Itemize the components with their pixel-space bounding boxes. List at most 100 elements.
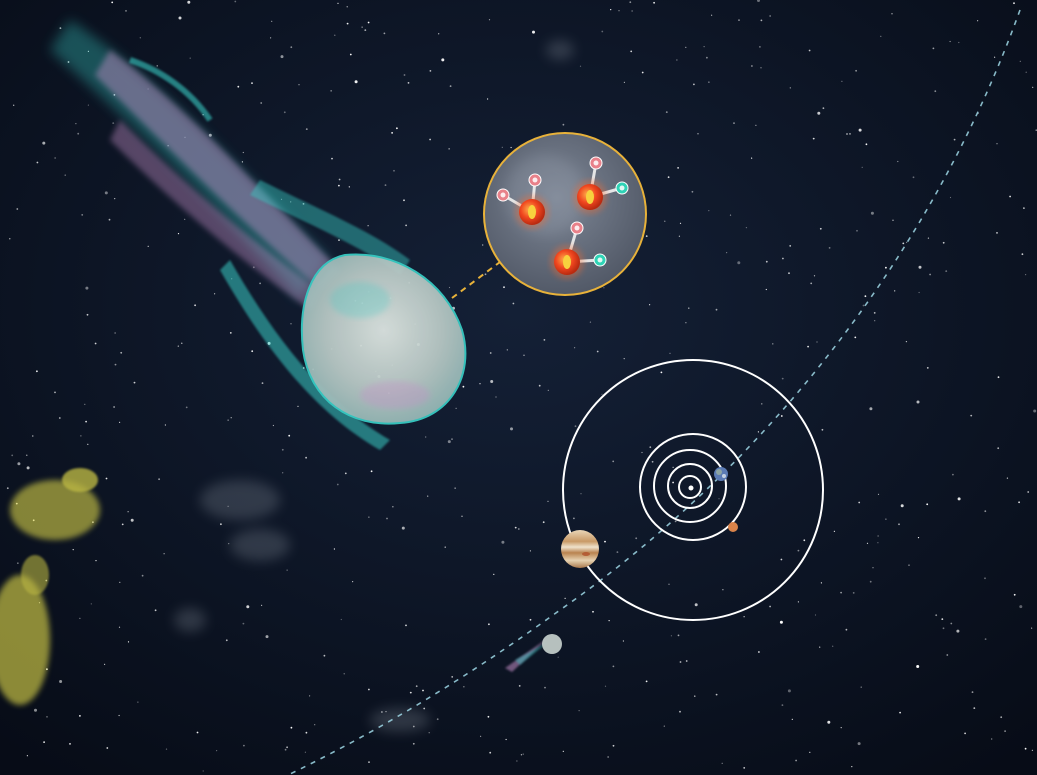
- star: [984, 510, 987, 513]
- star: [760, 67, 762, 69]
- star: [330, 90, 332, 92]
- star: [441, 58, 445, 62]
- earth-planet: [714, 467, 728, 481]
- star: [708, 210, 710, 212]
- star: [482, 244, 484, 246]
- star: [869, 580, 872, 583]
- star: [54, 391, 56, 394]
- star: [298, 84, 300, 86]
- star: [574, 347, 576, 349]
- star: [282, 472, 284, 474]
- star: [354, 80, 358, 84]
- star: [392, 506, 394, 508]
- star: [641, 451, 643, 454]
- star: [858, 501, 861, 504]
- star: [79, 617, 81, 620]
- star: [290, 323, 292, 325]
- star: [916, 665, 920, 668]
- star: [891, 13, 893, 15]
- star: [17, 562, 19, 564]
- star: [706, 56, 708, 59]
- star: [348, 186, 350, 188]
- star: [32, 435, 34, 437]
- star: [403, 199, 405, 202]
- star: [84, 403, 86, 405]
- star: [488, 19, 491, 21]
- star: [996, 232, 998, 234]
- star: [877, 493, 880, 495]
- star: [506, 349, 508, 351]
- star: [828, 247, 831, 249]
- star: [808, 49, 811, 52]
- star: [479, 383, 481, 385]
- star: [851, 766, 853, 768]
- star: [840, 727, 842, 729]
- comet-tail: [50, 20, 410, 450]
- star: [608, 620, 610, 622]
- star: [858, 128, 862, 132]
- star: [514, 526, 517, 529]
- star: [973, 707, 976, 709]
- star: [694, 603, 698, 607]
- star: [997, 376, 1000, 379]
- star: [574, 425, 577, 428]
- star: [242, 622, 245, 625]
- star: [1023, 207, 1025, 210]
- star: [59, 680, 63, 683]
- mars-planet: [728, 522, 738, 532]
- star: [344, 472, 347, 475]
- water-molecules: [496, 156, 629, 279]
- star: [760, 19, 763, 22]
- star: [133, 381, 136, 384]
- star: [220, 523, 222, 526]
- star: [596, 350, 599, 353]
- star: [105, 477, 108, 480]
- star: [855, 69, 857, 72]
- star: [9, 238, 11, 240]
- star: [1027, 491, 1030, 493]
- star: [1031, 627, 1033, 629]
- star: [118, 714, 120, 717]
- star: [305, 128, 308, 131]
- star: [649, 304, 651, 306]
- star: [241, 161, 243, 163]
- star: [697, 133, 699, 135]
- star: [926, 367, 929, 369]
- star: [79, 715, 81, 717]
- star: [512, 302, 515, 305]
- star: [59, 27, 62, 29]
- star: [841, 80, 843, 82]
- star: [649, 446, 652, 449]
- star: [290, 46, 293, 49]
- star: [953, 138, 956, 141]
- star: [346, 22, 349, 25]
- star: [272, 424, 274, 427]
- star: [104, 191, 108, 195]
- star: [1033, 409, 1037, 413]
- star: [141, 574, 144, 577]
- star: [340, 618, 342, 621]
- star: [422, 689, 424, 692]
- star: [1032, 86, 1034, 88]
- star: [917, 537, 920, 539]
- star: [147, 245, 149, 247]
- star: [791, 718, 793, 721]
- star: [918, 291, 920, 294]
- star: [726, 252, 728, 254]
- star: [194, 304, 197, 307]
- star: [216, 750, 218, 752]
- star: [607, 756, 609, 758]
- star: [971, 691, 974, 693]
- star: [866, 542, 869, 544]
- star: [225, 639, 228, 642]
- star: [819, 227, 822, 230]
- star: [957, 497, 961, 501]
- star: [259, 282, 261, 285]
- star: [738, 19, 740, 21]
- star: [490, 380, 494, 383]
- star: [1025, 71, 1027, 73]
- comet-nucleus: [300, 253, 467, 425]
- star: [946, 654, 949, 656]
- star: [877, 542, 879, 544]
- star: [612, 460, 615, 463]
